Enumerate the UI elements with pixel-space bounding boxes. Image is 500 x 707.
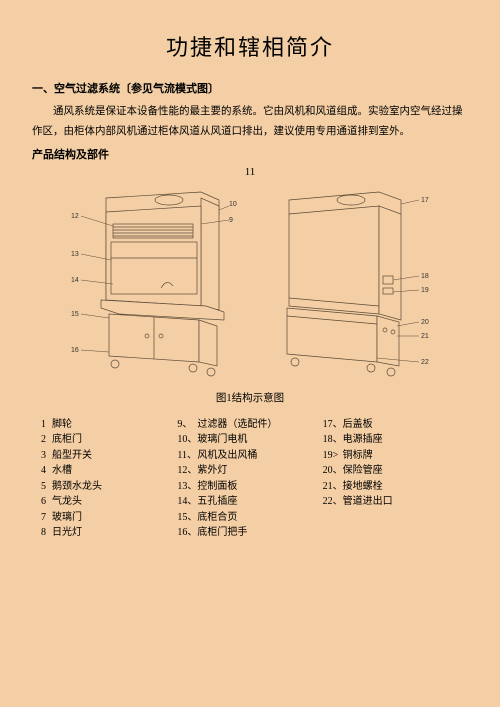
parts-row: 13、控制面板 [177, 479, 322, 495]
parts-row: 19> 铜标牌 [323, 448, 468, 464]
part-label: 铜标牌 [343, 448, 468, 464]
part-number: 20、 [323, 463, 337, 479]
part-number: 3 [32, 448, 46, 464]
part-number: 16、 [177, 525, 191, 541]
svg-text:12: 12 [71, 213, 79, 220]
part-number: 1 [32, 417, 46, 433]
figure-wrap: 12 13 14 15 16 10 9 [32, 180, 468, 380]
part-number: 18、 [323, 432, 337, 448]
svg-text:16: 16 [71, 347, 79, 354]
part-number: 12、 [177, 463, 191, 479]
part-number: 9、 [177, 417, 191, 433]
parts-col-2: 9、过滤器（选配件）10、玻璃门电机11、风机及出风桶12、紫外灯13、控制面板… [177, 417, 322, 541]
part-number: 8 [32, 525, 46, 541]
part-number: 21、 [323, 479, 337, 495]
svg-text:15: 15 [71, 311, 79, 318]
part-label: 保险管座 [343, 463, 468, 479]
parts-row: 8 日光灯 [32, 525, 177, 541]
part-label: 脚轮 [52, 417, 177, 433]
part-label: 底柜合页 [197, 510, 322, 526]
part-label: 管道进出口 [343, 494, 468, 510]
part-label: 紫外灯 [197, 463, 322, 479]
svg-text:19: 19 [421, 287, 429, 294]
part-label: 水槽 [52, 463, 177, 479]
parts-col-3: 17、后盖板18、电源插座19>铜标牌20、保险管座21、接地螺栓22、管道进出… [323, 417, 468, 541]
part-number: 14、 [177, 494, 191, 510]
parts-list: 1 脚轮 2 底柜门 3 船型开关 4 水槽 5 鹅颈水龙头 6 气龙头 7 玻璃门 8 日光灯 9、过滤器（… [32, 417, 468, 541]
part-label: 玻璃门 [52, 510, 177, 526]
part-label: 鹅颈水龙头 [52, 479, 177, 495]
parts-row: 20、保险管座 [323, 463, 468, 479]
svg-text:17: 17 [421, 197, 429, 204]
part-label: 底柜门 [52, 432, 177, 448]
parts-row: 14、五孔插座 [177, 494, 322, 510]
parts-row: 2 底柜门 [32, 432, 177, 448]
part-label: 船型开关 [52, 448, 177, 464]
parts-row: 18、电源插座 [323, 432, 468, 448]
svg-text:20: 20 [421, 319, 429, 326]
part-label: 日光灯 [52, 525, 177, 541]
figure-top-number: 11 [32, 166, 468, 178]
parts-col-1: 1 脚轮 2 底柜门 3 船型开关 4 水槽 5 鹅颈水龙头 6 气龙头 7 玻璃门 8 日光灯 [32, 417, 177, 541]
parts-row: 12、紫外灯 [177, 463, 322, 479]
parts-row: 22、管道进出口 [323, 494, 468, 510]
figure-caption: 图1结构示意图 [32, 390, 468, 405]
part-label: 控制面板 [197, 479, 322, 495]
part-label: 五孔插座 [197, 494, 322, 510]
part-label: 电源插座 [343, 432, 468, 448]
svg-text:21: 21 [421, 333, 429, 340]
parts-row: 10、玻璃门电机 [177, 432, 322, 448]
svg-text:14: 14 [71, 277, 79, 284]
parts-row: 16、底柜门把手 [177, 525, 322, 541]
part-number: 11、 [177, 448, 191, 464]
page-title: 功捷和辖相简介 [32, 30, 468, 62]
parts-row: 3 船型开关 [32, 448, 177, 464]
part-number: 7 [32, 510, 46, 526]
part-label: 玻璃门电机 [197, 432, 322, 448]
part-number: 22、 [323, 494, 337, 510]
svg-text:10: 10 [229, 201, 237, 208]
part-label: 接地螺栓 [343, 479, 468, 495]
svg-text:9: 9 [229, 217, 233, 224]
section-2-heading: 产品结构及部件 [32, 146, 468, 162]
parts-row: 11、风机及出风桶 [177, 448, 322, 464]
part-label: 过滤器（选配件） [197, 417, 322, 433]
parts-row: 17、后盖板 [323, 417, 468, 433]
parts-row: 5 鹅颈水龙头 [32, 479, 177, 495]
svg-text:18: 18 [421, 273, 429, 280]
cabinet-front-diagram: 12 13 14 15 16 10 9 [51, 180, 241, 380]
part-number: 13、 [177, 479, 191, 495]
part-number: 4 [32, 463, 46, 479]
part-number: 10、 [177, 432, 191, 448]
part-label: 气龙头 [52, 494, 177, 510]
section-1-body: 通风系统是保证本设备性能的最主要的系统。它由风机和风道组成。实验室内空气经过操作… [32, 102, 468, 142]
parts-row: 21、接地螺栓 [323, 479, 468, 495]
parts-row: 7 玻璃门 [32, 510, 177, 526]
part-number: 5 [32, 479, 46, 495]
part-label: 风机及出风桶 [197, 448, 322, 464]
svg-text:22: 22 [421, 359, 429, 366]
part-label: 后盖板 [343, 417, 468, 433]
part-label: 底柜门把手 [197, 525, 322, 541]
part-number: 15、 [177, 510, 191, 526]
svg-text:13: 13 [71, 251, 79, 258]
part-number: 17、 [323, 417, 337, 433]
cabinet-rear-diagram: 17 18 19 20 21 22 [259, 180, 449, 380]
section-1-heading: 一、空气过滤系统〔参见气流模式图〕 [32, 80, 468, 96]
part-number: 6 [32, 494, 46, 510]
parts-row: 1 脚轮 [32, 417, 177, 433]
part-number: 19> [323, 448, 337, 464]
parts-row: 6 气龙头 [32, 494, 177, 510]
parts-row: 4 水槽 [32, 463, 177, 479]
parts-row: 15、底柜合页 [177, 510, 322, 526]
parts-row: 9、过滤器（选配件） [177, 417, 322, 433]
part-number: 2 [32, 432, 46, 448]
